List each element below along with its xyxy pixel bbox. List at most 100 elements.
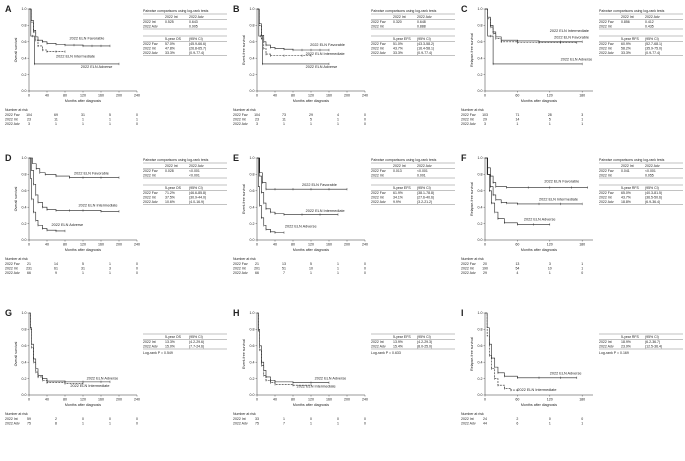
- risk-count: 23: [255, 118, 259, 122]
- table-cell: 2022 Fav: [599, 169, 614, 173]
- risk-count: 1: [337, 118, 339, 122]
- survival-table-cell: 33.3%: [621, 51, 631, 55]
- survival-table-cell: 2022 Adv: [371, 345, 386, 349]
- table-cell: 2022 Int: [599, 174, 612, 178]
- y-tick-label: 0.8: [22, 24, 27, 28]
- risk-count: 1: [337, 122, 339, 126]
- x-tick-label: 80: [63, 243, 67, 247]
- y-tick-label: 0.2: [478, 377, 483, 381]
- curve-label: 2022 ELN Favorable: [544, 180, 579, 184]
- survival-table-cell: 2022 Adv: [599, 200, 614, 204]
- y-tick-label: 0.6: [22, 40, 27, 44]
- risk-count: 7: [283, 271, 285, 275]
- risk-count: 1: [549, 271, 551, 275]
- x-tick-label: 200: [344, 94, 350, 98]
- log-rank-note: Log-rank P = 0.549: [143, 351, 173, 355]
- risk-count: 3: [256, 122, 258, 126]
- x-tick-label: 120: [547, 94, 553, 98]
- survival-table-cell: 2022 Fav: [599, 191, 614, 195]
- risk-count: 1: [516, 122, 518, 126]
- survival-table-cell: 2022 Int: [143, 47, 156, 51]
- table-cell: 0.435: [645, 25, 654, 29]
- risk-count: 0: [364, 417, 366, 421]
- risk-count: 1: [581, 262, 583, 266]
- risk-count: 0: [136, 113, 138, 117]
- x-tick-label: 0: [484, 398, 486, 402]
- risk-count: 3: [28, 122, 30, 126]
- curve-label: 2022 ELN Favorable: [70, 36, 105, 40]
- x-tick-label: 240: [134, 243, 140, 247]
- x-axis-title: Months after diagnosis: [521, 99, 557, 103]
- y-tick-label: 0.8: [478, 328, 483, 332]
- risk-count: 103: [482, 113, 488, 117]
- survival-table-cell: 2022 Adv: [143, 200, 158, 204]
- table-header-cell: 2022 Int: [165, 164, 178, 168]
- x-tick-label: 80: [291, 398, 295, 402]
- risk-count: 8: [55, 422, 57, 426]
- risk-count: 5: [109, 113, 111, 117]
- y-tick-label: 0.6: [478, 189, 483, 193]
- x-axis-title: Months after diagnosis: [65, 99, 101, 103]
- y-tick-label: 0.4: [250, 205, 255, 209]
- table-header-cell: 2022 Int: [621, 15, 634, 19]
- risk-count: 1: [283, 122, 285, 126]
- y-tick-label: 0.4: [478, 56, 483, 60]
- x-tick-label: 160: [326, 398, 332, 402]
- risk-count: 5: [310, 118, 312, 122]
- y-tick-label: 0.4: [22, 360, 27, 364]
- risk-count: 1: [310, 422, 312, 426]
- survival-table-cell: 2022 Adv: [371, 200, 386, 204]
- risk-row-label: 2022 Int: [5, 417, 18, 421]
- x-tick-label: 180: [579, 94, 585, 98]
- table-header-cell: 2022 Adv: [189, 164, 204, 168]
- y-tick-label: 0.6: [250, 40, 255, 44]
- risk-count: 1: [82, 122, 84, 126]
- risk-count: 0: [581, 271, 583, 275]
- table-header-cell: 2022 Adv: [189, 15, 204, 19]
- risk-count: 0: [82, 417, 84, 421]
- survival-table-cell: 2022 Int: [599, 196, 612, 200]
- risk-count: 1: [109, 122, 111, 126]
- y-axis-title: Overall survival: [14, 38, 18, 63]
- survival-table-cell: 2022 Fav: [599, 42, 614, 46]
- survival-table-cell: 9.9%: [393, 200, 401, 204]
- risk-count: 3: [109, 267, 111, 271]
- survival-table-header-cell: 5-year EFS: [393, 186, 411, 190]
- x-axis-title: Months after diagnosis: [521, 403, 557, 407]
- survival-table-cell: 47.8%: [165, 47, 175, 51]
- risk-row-label: 2022 Int: [5, 267, 18, 271]
- y-tick-label: 0.8: [250, 328, 255, 332]
- survival-table-cell: 33.3%: [393, 51, 403, 55]
- curve-label: 2022 ELN Adverse: [306, 65, 338, 69]
- survival-table-cell: (30.9-44.0): [189, 196, 206, 200]
- y-tick-label: 0.6: [478, 344, 483, 348]
- risk-count: 0: [310, 417, 312, 421]
- curve-label: 2022 ELN Adverse: [52, 223, 84, 227]
- curve-label: 2022 ELN Intermediate: [297, 385, 336, 389]
- risk-count: 0: [364, 118, 366, 122]
- risk-row-label: 2022 Adv: [461, 422, 476, 426]
- y-tick-label: 0.8: [22, 173, 27, 177]
- risk-count: 0: [581, 417, 583, 421]
- risk-count: 10: [309, 267, 313, 271]
- survival-table-cell: (4.0-16.9): [189, 200, 204, 204]
- survival-table-cell: 2022 Fav: [143, 191, 158, 195]
- curve-label: 2022 ELN Intermediate: [517, 388, 556, 392]
- x-axis-title: Months after diagnosis: [521, 248, 557, 252]
- series-line-2022-eln-adverse: [29, 312, 110, 383]
- risk-count: 1: [549, 422, 551, 426]
- risk-count: 1: [109, 271, 111, 275]
- y-tick-label: 0.0: [22, 238, 27, 242]
- survival-table-cell: (38.1-78.8): [417, 191, 434, 195]
- table-cell: 2022 Fav: [599, 20, 614, 24]
- survival-table-cell: 71.2%: [165, 191, 175, 195]
- risk-table-title: Number at risk: [461, 412, 484, 416]
- risk-count: 0: [109, 417, 111, 421]
- risk-count: 1: [310, 271, 312, 275]
- survival-table-cell: (26.8-65.7): [189, 47, 206, 51]
- risk-count: 1: [310, 122, 312, 126]
- risk-count: 1: [337, 262, 339, 266]
- table-cell: <0.001: [417, 169, 428, 173]
- risk-count: 3: [484, 122, 486, 126]
